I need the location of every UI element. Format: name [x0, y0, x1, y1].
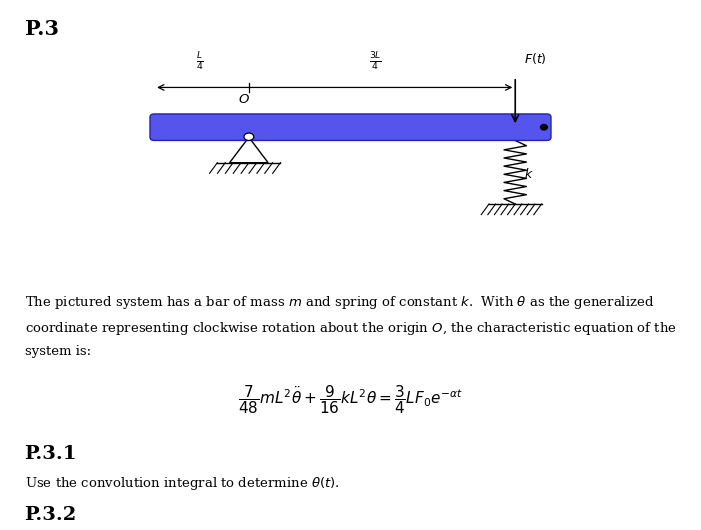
Text: P.3.2: P.3.2 [25, 506, 77, 524]
Text: $\dfrac{7}{48}mL^2\ddot{\theta} + \dfrac{9}{16}kL^2\theta = \dfrac{3}{4}LF_0e^{-: $\dfrac{7}{48}mL^2\ddot{\theta} + \dfrac… [238, 384, 463, 417]
Text: $k$: $k$ [524, 167, 534, 181]
FancyBboxPatch shape [150, 114, 551, 140]
Circle shape [244, 133, 254, 140]
Text: P.3.1: P.3.1 [25, 445, 77, 463]
Text: P.3: P.3 [25, 19, 59, 39]
Text: The pictured system has a bar of mass $m$ and spring of constant $k$.  With $\th: The pictured system has a bar of mass $m… [25, 294, 654, 311]
Text: $\frac{3L}{4}$: $\frac{3L}{4}$ [369, 51, 381, 73]
Text: system is:: system is: [25, 345, 90, 358]
Text: Use the convolution integral to determine $\theta(t)$.: Use the convolution integral to determin… [25, 475, 339, 492]
Text: $F(t)$: $F(t)$ [524, 51, 547, 66]
Text: coordinate representing clockwise rotation about the origin $O$, the characteris: coordinate representing clockwise rotati… [25, 320, 676, 337]
Text: $\frac{L}{4}$: $\frac{L}{4}$ [196, 51, 204, 73]
Text: $O$: $O$ [238, 93, 250, 106]
Circle shape [540, 125, 547, 130]
